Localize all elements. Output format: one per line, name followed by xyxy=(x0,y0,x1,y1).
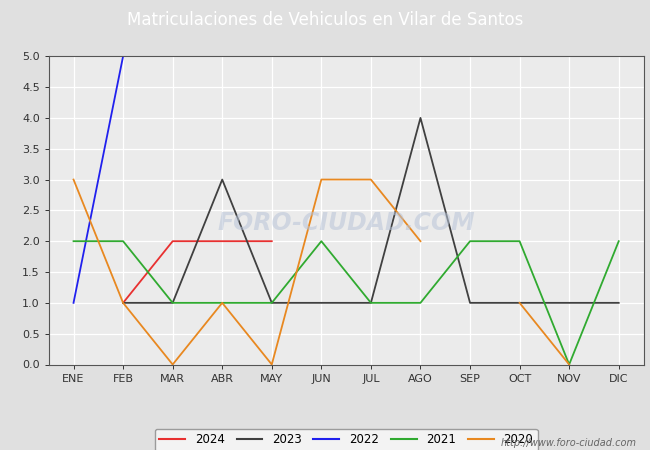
Text: Matriculaciones de Vehiculos en Vilar de Santos: Matriculaciones de Vehiculos en Vilar de… xyxy=(127,11,523,29)
Text: FORO-CIUDAD.COM: FORO-CIUDAD.COM xyxy=(217,211,475,235)
Legend: 2024, 2023, 2022, 2021, 2020: 2024, 2023, 2022, 2021, 2020 xyxy=(155,429,538,450)
Text: http://www.foro-ciudad.com: http://www.foro-ciudad.com xyxy=(501,438,637,448)
